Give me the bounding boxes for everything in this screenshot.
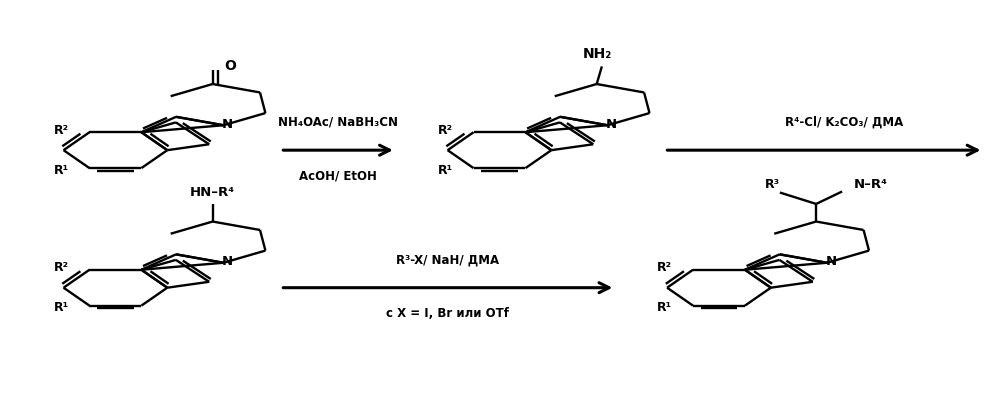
Text: NH₄OAc/ NaBH₃CN: NH₄OAc/ NaBH₃CN — [278, 116, 398, 129]
Text: R³-X/ NaH/ ДМА: R³-X/ NaH/ ДМА — [397, 253, 500, 266]
Text: R³: R³ — [764, 178, 779, 191]
Text: AcOH/ EtOH: AcOH/ EtOH — [299, 170, 377, 182]
Text: HN–R⁴: HN–R⁴ — [190, 186, 235, 199]
Text: N: N — [825, 255, 836, 268]
Text: N: N — [606, 118, 617, 130]
Text: с X = I, Br или OTf: с X = I, Br или OTf — [387, 307, 509, 320]
Text: R²: R² — [53, 261, 69, 274]
Text: N: N — [222, 118, 233, 130]
Text: R²: R² — [438, 124, 453, 137]
Text: R¹: R¹ — [53, 164, 69, 177]
Text: R²: R² — [657, 261, 672, 274]
Text: NH₂: NH₂ — [582, 47, 611, 61]
Text: R²: R² — [53, 124, 69, 137]
Text: N–R⁴: N–R⁴ — [853, 178, 888, 191]
Text: R⁴-Cl/ K₂CO₃/ ДМА: R⁴-Cl/ K₂CO₃/ ДМА — [785, 116, 903, 129]
Text: R¹: R¹ — [657, 301, 672, 314]
Text: N: N — [222, 255, 233, 268]
Text: O: O — [225, 59, 237, 73]
Text: R¹: R¹ — [53, 301, 69, 314]
Text: R¹: R¹ — [438, 164, 453, 177]
